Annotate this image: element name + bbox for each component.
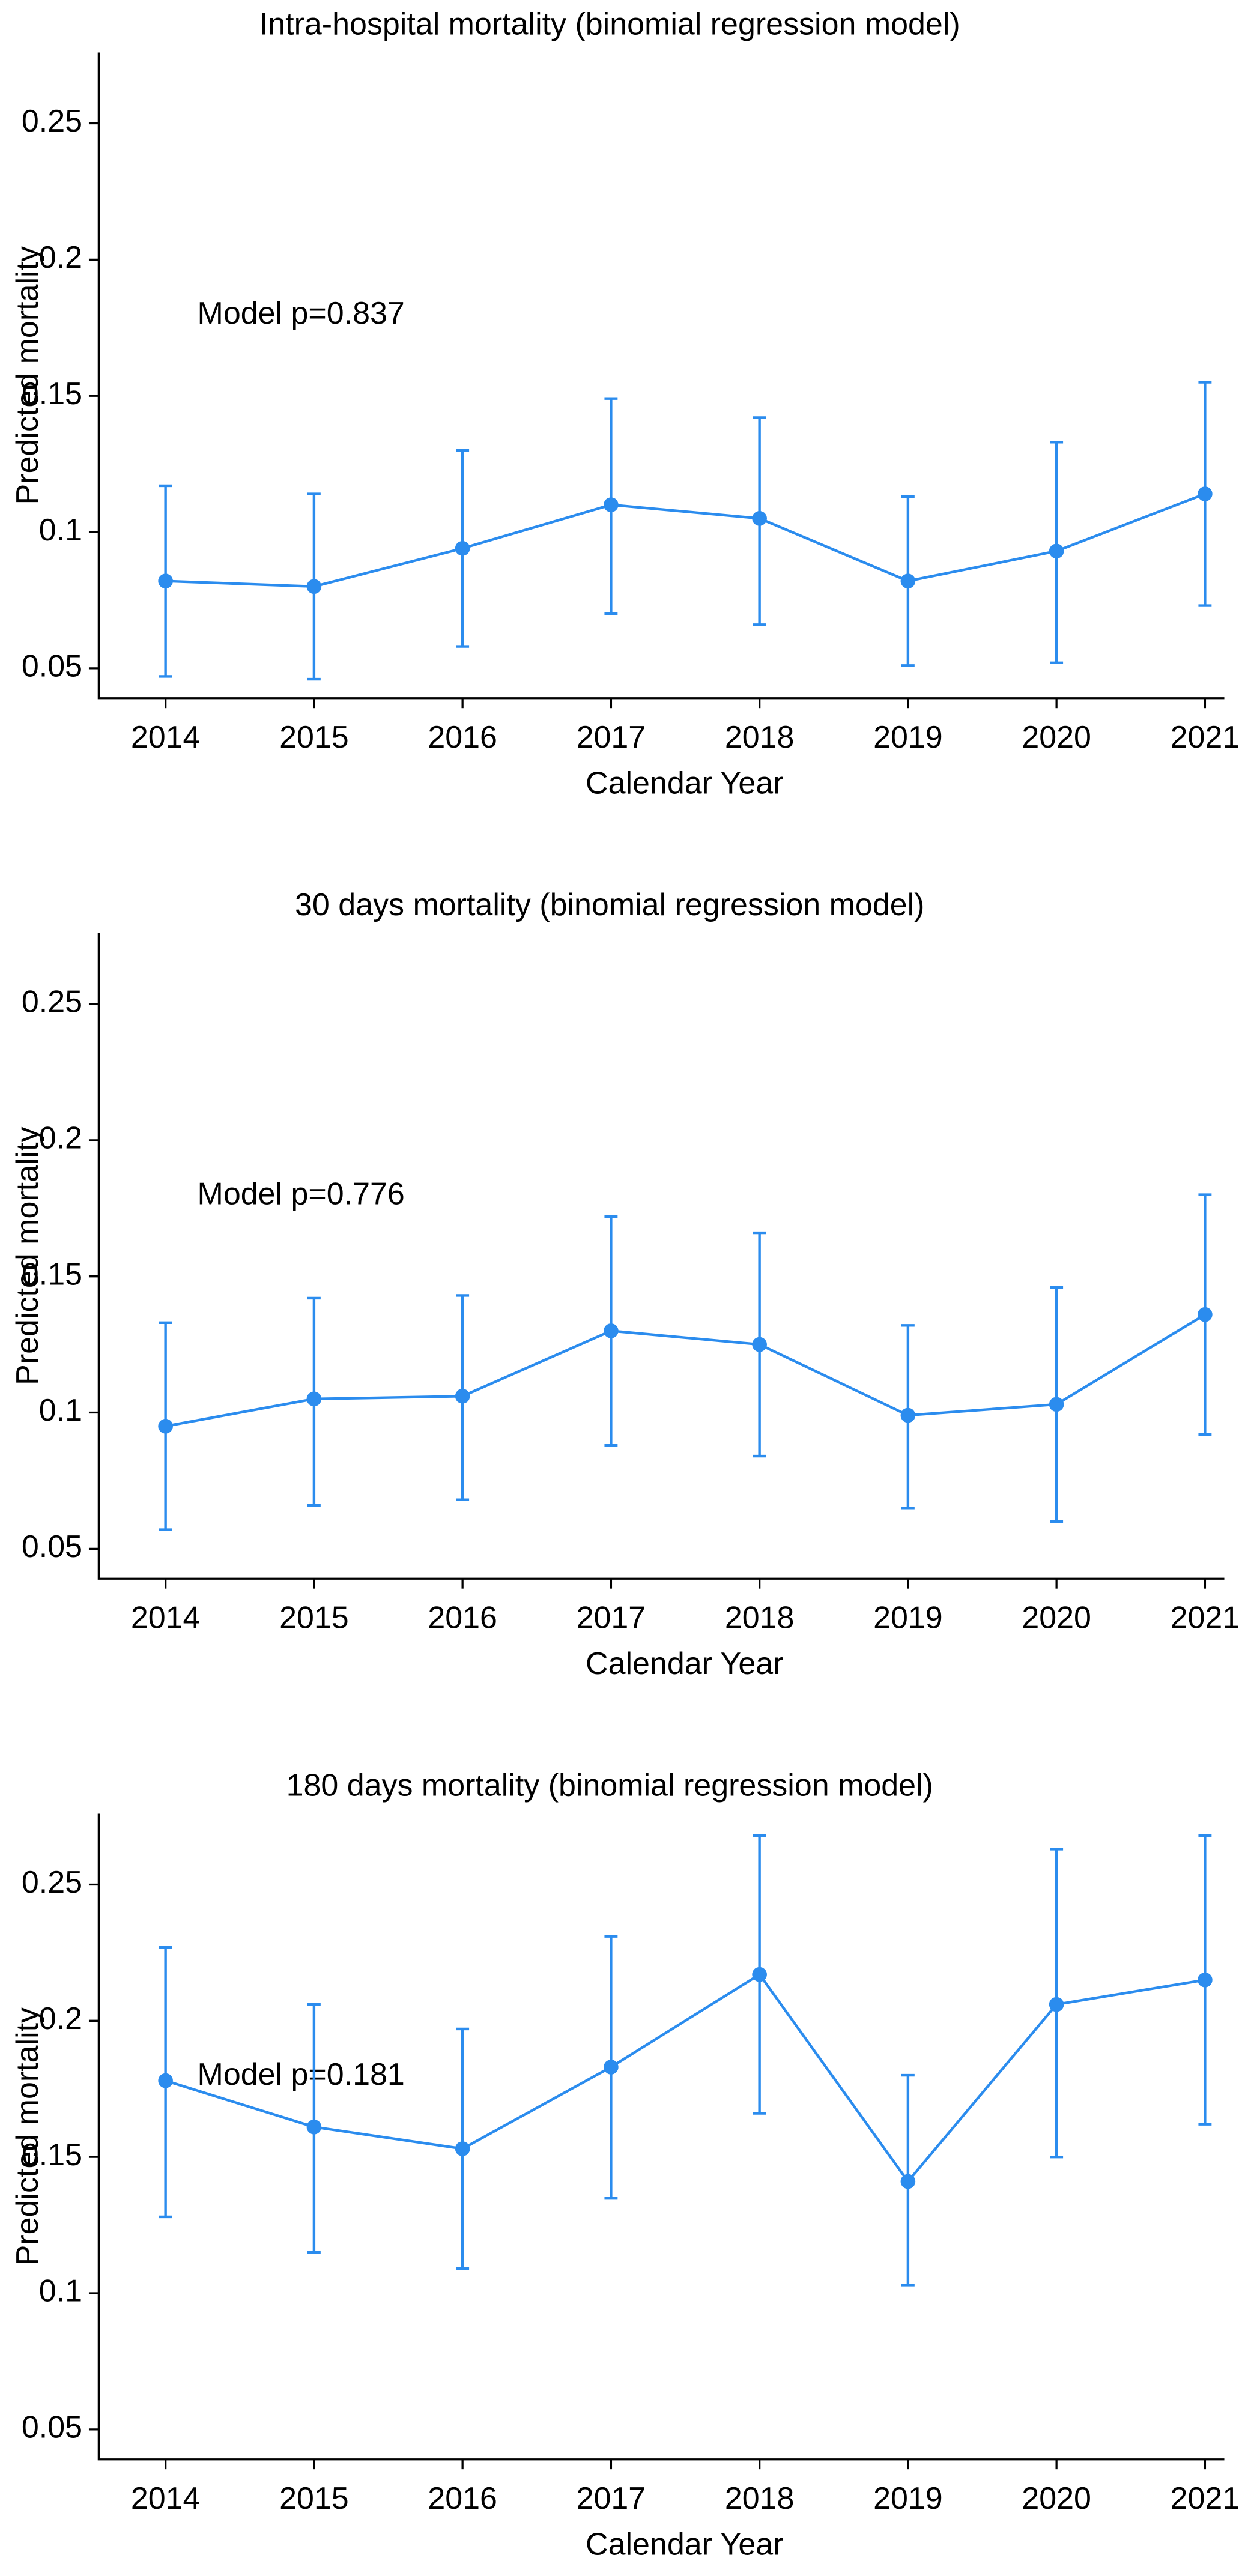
axis-line <box>97 1813 1225 2461</box>
chart-title: 180 days mortality (binomial regression … <box>286 1768 933 1803</box>
x-tick-label: 2018 <box>725 720 795 755</box>
point <box>306 1391 322 1407</box>
y-axis-label: Predicted mortality <box>10 2007 45 2266</box>
x-axis-label: Calendar Year <box>586 1646 783 1681</box>
point <box>455 1388 470 1404</box>
line <box>165 1973 1205 2184</box>
y-tick-label: 0.1 <box>39 513 82 548</box>
axis-line <box>97 52 1225 700</box>
y-tick-label: 0.15 <box>22 2138 82 2172</box>
y-tick-label: 0.2 <box>39 240 82 275</box>
y-tick-label: 0.15 <box>22 1257 82 1292</box>
point <box>158 1418 173 1434</box>
line <box>165 492 1206 588</box>
point <box>1049 543 1064 559</box>
y-tick-label: 0.25 <box>22 104 82 139</box>
point <box>1198 486 1213 501</box>
y-tick-label: 0.15 <box>22 376 82 411</box>
x-tick-label: 2017 <box>577 2481 646 2516</box>
point <box>900 2174 916 2189</box>
x-tick-label: 2014 <box>131 1600 201 1635</box>
y-tick-label: 0.1 <box>39 1393 82 1428</box>
x-tick-label: 2016 <box>428 1600 497 1635</box>
point <box>455 540 470 556</box>
y-tick-label: 0.2 <box>39 1121 82 1156</box>
x-tick-label: 2018 <box>725 1600 795 1635</box>
x-tick-label: 2015 <box>279 720 349 755</box>
x-tick-label: 2021 <box>1171 2481 1240 2516</box>
y-tick-label: 0.05 <box>22 649 82 684</box>
point <box>158 2073 173 2088</box>
point <box>752 1967 767 1982</box>
point <box>306 579 322 594</box>
x-tick-label: 2020 <box>1022 1600 1091 1635</box>
y-axis-label: Predicted mortality <box>10 1126 45 1385</box>
x-tick-label: 2020 <box>1022 2481 1091 2516</box>
axis-line <box>97 933 1225 1580</box>
x-tick-label: 2017 <box>577 720 646 755</box>
x-tick-label: 2016 <box>428 720 497 755</box>
point <box>1049 1997 1064 2012</box>
point <box>604 1323 619 1338</box>
point <box>900 573 916 589</box>
point <box>455 2141 470 2156</box>
y-tick-label: 0.05 <box>22 1529 82 1564</box>
x-tick-label: 2019 <box>873 1600 943 1635</box>
point <box>158 573 173 589</box>
y-tick-label: 0.2 <box>39 2001 82 2036</box>
x-tick-label: 2015 <box>279 2481 349 2516</box>
chart-title: Intra-hospital mortality (binomial regre… <box>259 7 960 42</box>
annotation: Model p=0.776 <box>198 1177 405 1212</box>
x-tick-label: 2014 <box>131 720 201 755</box>
x-tick-label: 2019 <box>873 720 943 755</box>
y-tick-label: 0.1 <box>39 2274 82 2309</box>
x-tick-label: 2016 <box>428 2481 497 2516</box>
x-axis-label: Calendar Year <box>586 766 783 801</box>
y-tick-label: 0.25 <box>22 985 82 1020</box>
y-tick-label: 0.25 <box>22 1865 82 1900</box>
annotation: Model p=0.837 <box>198 296 405 331</box>
x-tick-label: 2020 <box>1022 720 1091 755</box>
y-tick-label: 0.05 <box>22 2410 82 2445</box>
point <box>1049 1397 1064 1412</box>
x-tick-label: 2021 <box>1171 1600 1240 1635</box>
x-axis-label: Calendar Year <box>586 2527 783 2562</box>
x-tick-label: 2014 <box>131 2481 201 2516</box>
x-tick-label: 2021 <box>1171 720 1240 755</box>
x-tick-label: 2015 <box>279 1600 349 1635</box>
point <box>752 1337 767 1352</box>
point <box>604 497 619 512</box>
x-tick-label: 2017 <box>577 1600 646 1635</box>
y-axis-label: Predicted mortality <box>10 246 45 504</box>
x-tick-label: 2018 <box>725 2481 795 2516</box>
chart-title: 30 days mortality (binomial regression m… <box>295 887 924 922</box>
point <box>306 2119 322 2135</box>
point <box>752 511 767 526</box>
annotation: Model p=0.181 <box>198 2057 405 2092</box>
point <box>604 2060 619 2075</box>
x-tick-label: 2019 <box>873 2481 943 2516</box>
point <box>1198 1972 1213 1988</box>
point <box>900 1407 916 1423</box>
line <box>165 1313 1206 1428</box>
point <box>1198 1307 1213 1322</box>
